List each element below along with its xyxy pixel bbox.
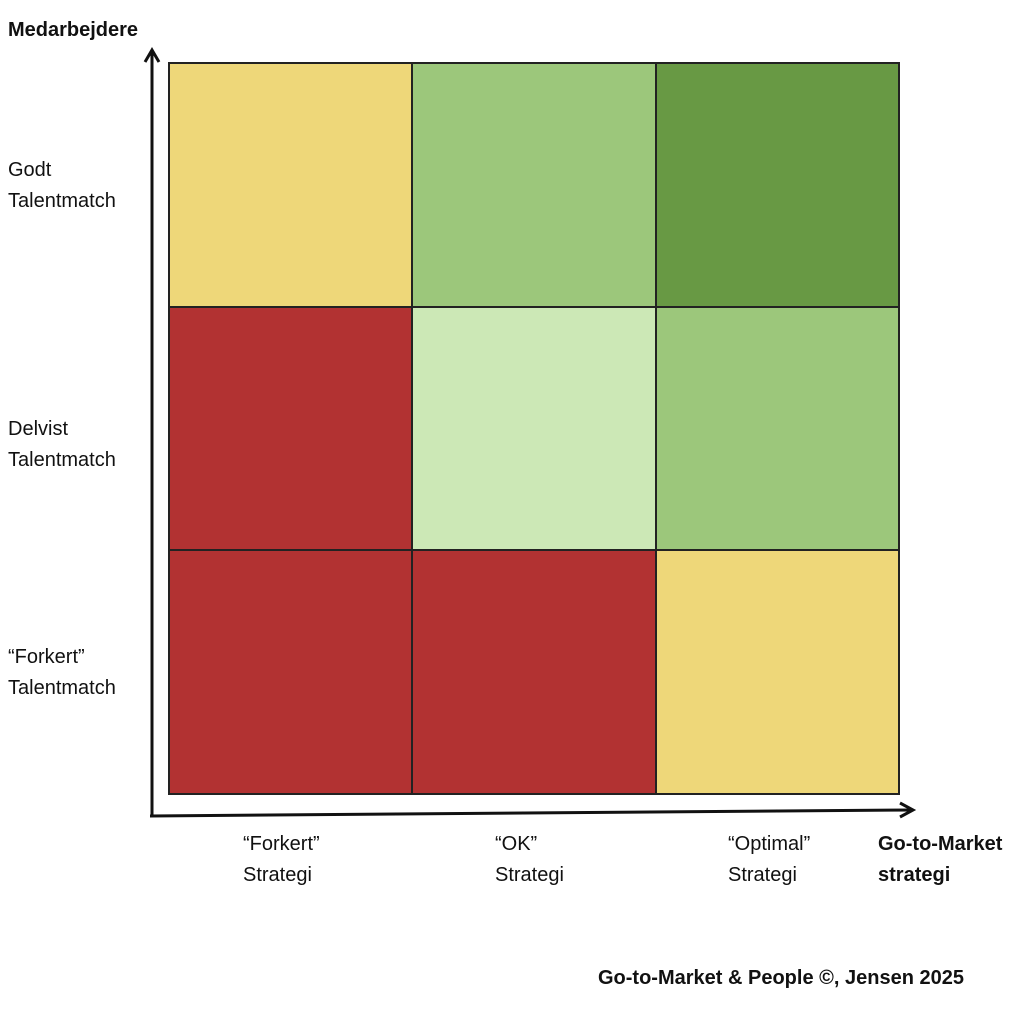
column-label-optimal: “Optimal” Strategi xyxy=(728,829,810,891)
row-label-line1: “Forkert” xyxy=(8,646,85,668)
row-label-line1: Godt xyxy=(8,159,52,181)
row-label-line2: Talentmatch xyxy=(8,677,116,699)
column-label-line2: Strategi xyxy=(495,864,564,886)
column-label-ok: “OK” Strategi xyxy=(495,829,564,891)
x-axis-title-line1: Go-to-Market xyxy=(878,833,1003,855)
column-label-forkert: “Forkert” Strategi xyxy=(243,829,320,891)
x-axis-arrowhead xyxy=(899,801,917,819)
row-label-line2: Talentmatch xyxy=(8,449,116,471)
row-label-forkert: “Forkert” Talentmatch xyxy=(8,642,116,704)
cell-delvist-ok xyxy=(412,306,656,551)
row-label-delvist: Delvist Talentmatch xyxy=(8,414,116,476)
column-label-line1: “OK” xyxy=(495,833,538,855)
column-label-line1: “Optimal” xyxy=(728,833,811,855)
column-label-line2: Strategi xyxy=(243,864,312,886)
x-axis-title-line2: strategi xyxy=(878,864,951,886)
cell-delvist-forkert xyxy=(169,306,413,551)
row-label-line1: Delvist xyxy=(8,418,69,440)
x-axis-title: Go-to-Market strategi xyxy=(878,829,1002,891)
cell-delvist-optimal xyxy=(655,306,899,551)
cell-forkert-optimal xyxy=(655,550,899,794)
column-label-line1: “Forkert” xyxy=(243,833,320,855)
cell-godt-optimal xyxy=(655,63,899,307)
row-label-godt: Godt Talentmatch xyxy=(8,155,116,217)
talent-strategy-matrix xyxy=(168,62,900,795)
copyright-footer: Go-to-Market & People ©, Jensen 2025 xyxy=(598,967,964,989)
x-axis-line xyxy=(149,808,913,818)
y-axis-arrowhead xyxy=(143,47,161,63)
cell-godt-forkert xyxy=(169,63,413,307)
row-label-line2: Talentmatch xyxy=(8,190,116,212)
cell-forkert-ok xyxy=(412,550,656,794)
cell-forkert-forkert xyxy=(169,550,413,794)
cell-godt-ok xyxy=(412,63,656,307)
column-label-line2: Strategi xyxy=(728,864,797,886)
y-axis-title: Medarbejdere xyxy=(8,19,139,41)
